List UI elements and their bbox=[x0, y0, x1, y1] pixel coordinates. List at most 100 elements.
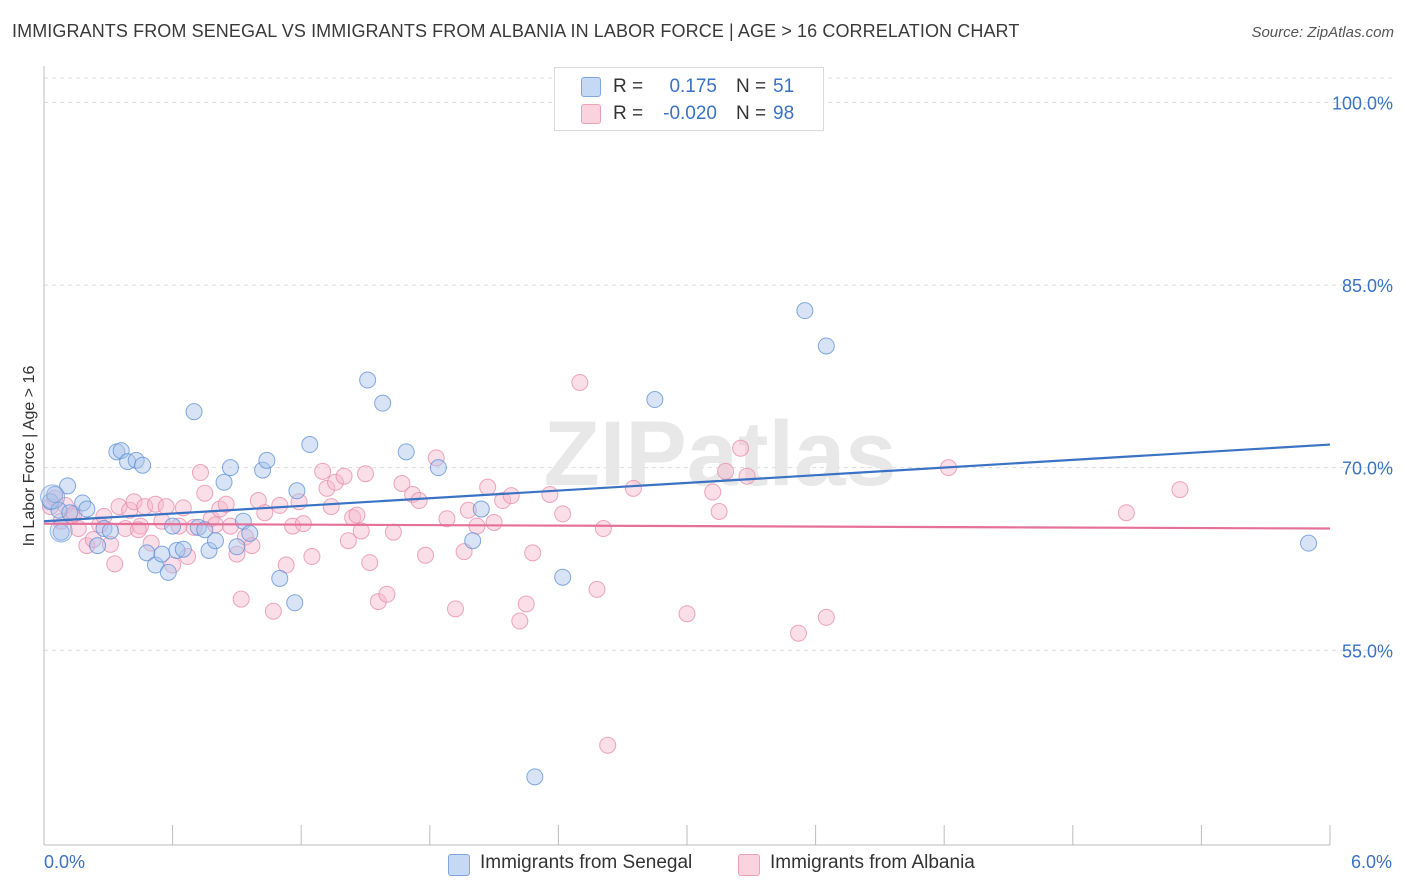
x-tick-max: 6.0% bbox=[1350, 852, 1392, 872]
albania-point bbox=[106, 555, 124, 573]
albania-point bbox=[369, 593, 387, 611]
senegal-point bbox=[254, 461, 272, 479]
albania-point bbox=[789, 624, 807, 642]
albania-point bbox=[817, 608, 835, 626]
senegal-point bbox=[200, 541, 218, 559]
albania-point bbox=[357, 465, 374, 483]
senegal-point bbox=[796, 302, 814, 320]
trendlines bbox=[43, 443, 1331, 530]
senegal-point bbox=[153, 545, 171, 563]
albania-point bbox=[1117, 504, 1135, 522]
albania-point bbox=[517, 595, 535, 613]
albania-point bbox=[129, 521, 147, 539]
senegal-point bbox=[40, 484, 66, 510]
senegal-point bbox=[78, 500, 96, 518]
senegal-trendline bbox=[43, 443, 1331, 523]
albania-point bbox=[479, 478, 497, 496]
series-legend: Immigrants from Senegal Immigrants from … bbox=[0, 852, 1406, 878]
albania-point bbox=[271, 496, 289, 514]
albania-point bbox=[221, 517, 239, 535]
senegal-point bbox=[89, 537, 107, 555]
senegal-swatch bbox=[448, 854, 470, 876]
chart-title: IMMIGRANTS FROM SENEGAL VS IMMIGRANTS FR… bbox=[12, 21, 1020, 41]
albania-point bbox=[284, 517, 302, 535]
axes bbox=[43, 66, 1331, 846]
albania-point bbox=[438, 510, 456, 528]
albania-point bbox=[361, 554, 379, 572]
r-value: 0.175 bbox=[669, 76, 717, 97]
senegal-point bbox=[464, 532, 482, 550]
y-tick-label: 70.0% bbox=[1342, 459, 1393, 479]
source-credit: Source: ZipAtlas.com bbox=[1251, 24, 1394, 41]
legend-label-albania: Immigrants from Albania bbox=[770, 852, 975, 873]
albania-point bbox=[717, 462, 735, 480]
senegal-point bbox=[817, 337, 835, 355]
albania-point bbox=[146, 495, 164, 513]
senegal-point bbox=[50, 501, 68, 519]
albania-point bbox=[447, 600, 465, 618]
senegal-point bbox=[472, 500, 490, 518]
albania-point bbox=[417, 546, 435, 564]
albania-point bbox=[339, 532, 357, 550]
senegal-point bbox=[101, 522, 119, 540]
albania-swatch bbox=[738, 854, 760, 876]
senegal-point bbox=[215, 473, 233, 491]
albania-point bbox=[322, 498, 340, 516]
albania-point bbox=[410, 492, 428, 510]
x-tick-min: 0.0% bbox=[44, 852, 86, 872]
albania-point bbox=[571, 373, 589, 391]
albania-point bbox=[352, 522, 370, 540]
senegal-point bbox=[112, 442, 130, 460]
r-label: R = bbox=[613, 103, 644, 124]
senegal-point bbox=[146, 556, 164, 574]
albania-point bbox=[318, 479, 336, 497]
albania-point bbox=[511, 612, 529, 630]
albania-point bbox=[101, 535, 119, 553]
senegal-point bbox=[134, 456, 152, 474]
albania-point bbox=[704, 483, 722, 501]
albania-point bbox=[393, 474, 411, 492]
n-value: 51 bbox=[773, 76, 795, 97]
albania-point bbox=[459, 501, 477, 519]
albania-point bbox=[217, 495, 235, 513]
albania-point bbox=[303, 548, 321, 566]
albania-point bbox=[84, 530, 102, 548]
senegal-point bbox=[288, 482, 306, 500]
r-value: -0.020 bbox=[663, 103, 717, 124]
y-tick-label: 85.0% bbox=[1342, 276, 1393, 296]
albania-trendline bbox=[43, 522, 1331, 530]
senegal-point bbox=[258, 451, 276, 469]
senegal-point bbox=[374, 394, 392, 412]
correlation-legend: R = 0.175 N = 51 R = -0.020 N = 98 bbox=[554, 67, 824, 131]
albania-swatch bbox=[581, 104, 601, 124]
senegal-point bbox=[159, 563, 177, 581]
senegal-point bbox=[359, 371, 377, 389]
albania-point bbox=[228, 545, 246, 563]
senegal-point bbox=[206, 532, 224, 550]
albania-point bbox=[541, 485, 559, 503]
senegal-point bbox=[1300, 534, 1318, 552]
albania-point bbox=[191, 464, 209, 482]
senegal-point bbox=[554, 568, 572, 586]
albania-point bbox=[142, 534, 160, 552]
albania-point bbox=[378, 585, 396, 603]
albania-point bbox=[348, 506, 366, 524]
legend-label-senegal: Immigrants from Senegal bbox=[480, 852, 693, 873]
senegal-point bbox=[174, 540, 192, 558]
n-value: 98 bbox=[773, 103, 795, 124]
albania-point bbox=[196, 484, 214, 502]
legend-row-senegal: R = 0.175 N = 51 bbox=[555, 73, 823, 101]
senegal-point bbox=[74, 494, 92, 512]
y-tick-label: 55.0% bbox=[1342, 641, 1393, 661]
albania-point bbox=[170, 517, 188, 535]
albania-point bbox=[264, 602, 282, 620]
r-label: R = bbox=[613, 76, 644, 97]
albania-point bbox=[485, 513, 503, 531]
n-label: N = bbox=[736, 76, 767, 97]
albania-point bbox=[738, 467, 756, 485]
legend-row-albania: R = -0.020 N = 98 bbox=[555, 100, 823, 128]
albania-point bbox=[588, 580, 606, 598]
senegal-point bbox=[241, 524, 259, 542]
senegal-point bbox=[196, 521, 214, 539]
